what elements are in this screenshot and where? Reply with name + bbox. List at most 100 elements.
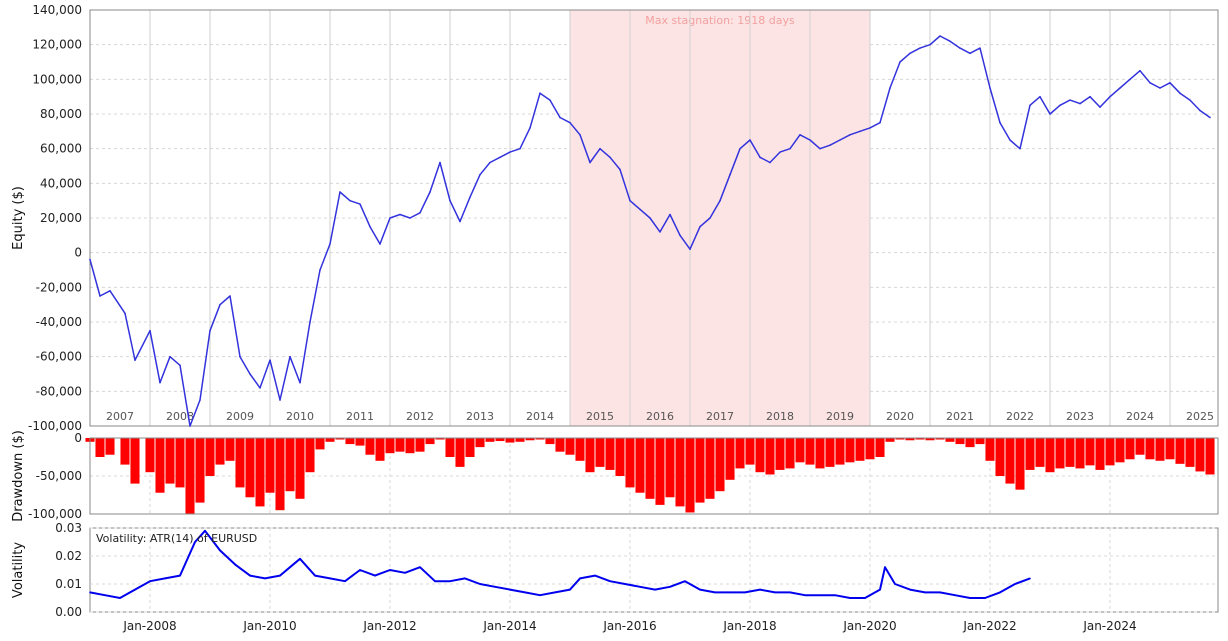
equity-data-point	[1119, 87, 1121, 89]
x-tick-label: Jan-2024	[1082, 619, 1136, 633]
equity-data-point	[469, 196, 471, 198]
volatility-data-point	[164, 577, 166, 580]
equity-data-point	[99, 295, 101, 297]
drawdown-bar	[675, 438, 685, 507]
equity-data-point	[769, 161, 771, 164]
drawdown-bar	[465, 438, 475, 457]
equity-data-point	[179, 364, 181, 367]
year-label: 2007	[106, 410, 134, 423]
equity-data-point	[1169, 82, 1171, 84]
year-label: 2023	[1066, 410, 1094, 423]
equity-data-point	[219, 303, 221, 306]
drawdown-bar	[1095, 438, 1105, 470]
equity-data-point	[109, 290, 111, 292]
equity-data-point	[1069, 99, 1071, 101]
equity-data-point	[1149, 82, 1151, 84]
equity-data-point	[899, 61, 901, 63]
drawdown-bar	[745, 438, 755, 465]
volatility-data-point	[344, 580, 346, 582]
drawdown-bar	[215, 438, 225, 465]
volatility-data-point	[404, 572, 406, 574]
volatility-data-point	[479, 583, 481, 585]
equity-data-point	[329, 243, 331, 245]
equity-data-point	[229, 295, 231, 297]
volatility-data-point	[639, 586, 641, 588]
equity-data-point	[1199, 109, 1201, 112]
drawdown-bar	[165, 438, 175, 484]
equity-data-point	[1109, 95, 1111, 98]
drawdown-bar	[875, 438, 885, 457]
equity-data-point	[369, 225, 371, 228]
equity-data-point	[659, 231, 661, 233]
volatility-data-point	[819, 594, 821, 596]
equity-data-point	[549, 99, 551, 101]
volatility-data-point	[419, 566, 421, 568]
drawdown-bar	[635, 438, 645, 493]
drawdown-bar	[1135, 438, 1145, 455]
equity-data-point	[879, 121, 881, 124]
volatility-data-point	[884, 566, 886, 568]
drawdown-bar	[665, 438, 675, 498]
drawdown-bar	[1195, 438, 1205, 472]
volatility-data-point	[624, 583, 626, 585]
equity-data-point	[279, 399, 281, 401]
equity-data-point	[419, 212, 421, 214]
drawdown-bar	[755, 438, 765, 473]
volatility-data-point	[234, 563, 236, 566]
volatility-data-point	[594, 574, 596, 577]
drawdown-bar	[325, 438, 335, 442]
equity-data-point	[609, 156, 611, 159]
volatility-data-point	[204, 530, 206, 532]
equity-data-point	[449, 199, 451, 202]
equity-data-point	[1019, 147, 1021, 150]
equity-data-point	[1049, 113, 1051, 115]
drawdown-bar	[855, 438, 865, 461]
drawdown-bar	[415, 438, 425, 452]
equity-data-point	[309, 321, 311, 323]
drawdown-bar	[785, 438, 795, 469]
x-tick-label: Jan-2008	[122, 619, 176, 633]
equity-y-tick-label: -100,000	[28, 419, 82, 433]
drawdown-bar	[120, 438, 130, 465]
drawdown-bar	[585, 438, 595, 473]
equity-data-point	[849, 134, 851, 136]
drawdown-bar	[245, 438, 255, 498]
drawdown-bar	[1165, 438, 1175, 460]
x-tick-label: Jan-2016	[602, 619, 656, 633]
volatility-data-point	[714, 591, 716, 594]
drawdown-bar	[815, 438, 825, 469]
drawdown-bar	[1055, 438, 1065, 469]
drawdown-bar	[155, 438, 165, 493]
drawdown-bar	[195, 438, 205, 503]
year-label: 2018	[766, 410, 794, 423]
drawdown-bar	[995, 438, 1005, 476]
drawdown-bar	[575, 438, 585, 461]
volatility-data-point	[389, 569, 391, 571]
equity-data-point	[519, 147, 521, 150]
equity-data-point	[669, 213, 671, 216]
volatility-data-point	[1029, 577, 1031, 580]
drawdown-bar	[515, 438, 525, 442]
equity-y-tick-label: 120,000	[32, 38, 82, 52]
drawdown-y-axis-label: Drawdown ($)	[11, 430, 26, 522]
drawdown-bar	[375, 438, 385, 461]
equity-data-point	[1059, 104, 1061, 107]
equity-data-point	[729, 173, 731, 176]
equity-data-point	[739, 147, 741, 150]
drawdown-bar	[425, 438, 435, 445]
volatility-data-point	[509, 588, 511, 591]
volatility-data-point	[194, 541, 196, 543]
equity-data-point	[239, 355, 241, 358]
equity-data-point	[1139, 69, 1141, 72]
volatility-y-tick-label: 0.00	[55, 605, 82, 619]
equity-data-point	[639, 208, 641, 211]
drawdown-bar	[205, 438, 215, 476]
drawdown-bar	[130, 438, 140, 484]
volatility-data-point	[744, 591, 746, 594]
drawdown-bar	[285, 438, 295, 492]
drawdown-bar	[1125, 438, 1135, 460]
equity-data-point	[819, 147, 821, 150]
drawdown-bar	[695, 438, 705, 503]
volatility-y-tick-label: 0.03	[55, 521, 82, 535]
drawdown-bar	[225, 438, 235, 461]
